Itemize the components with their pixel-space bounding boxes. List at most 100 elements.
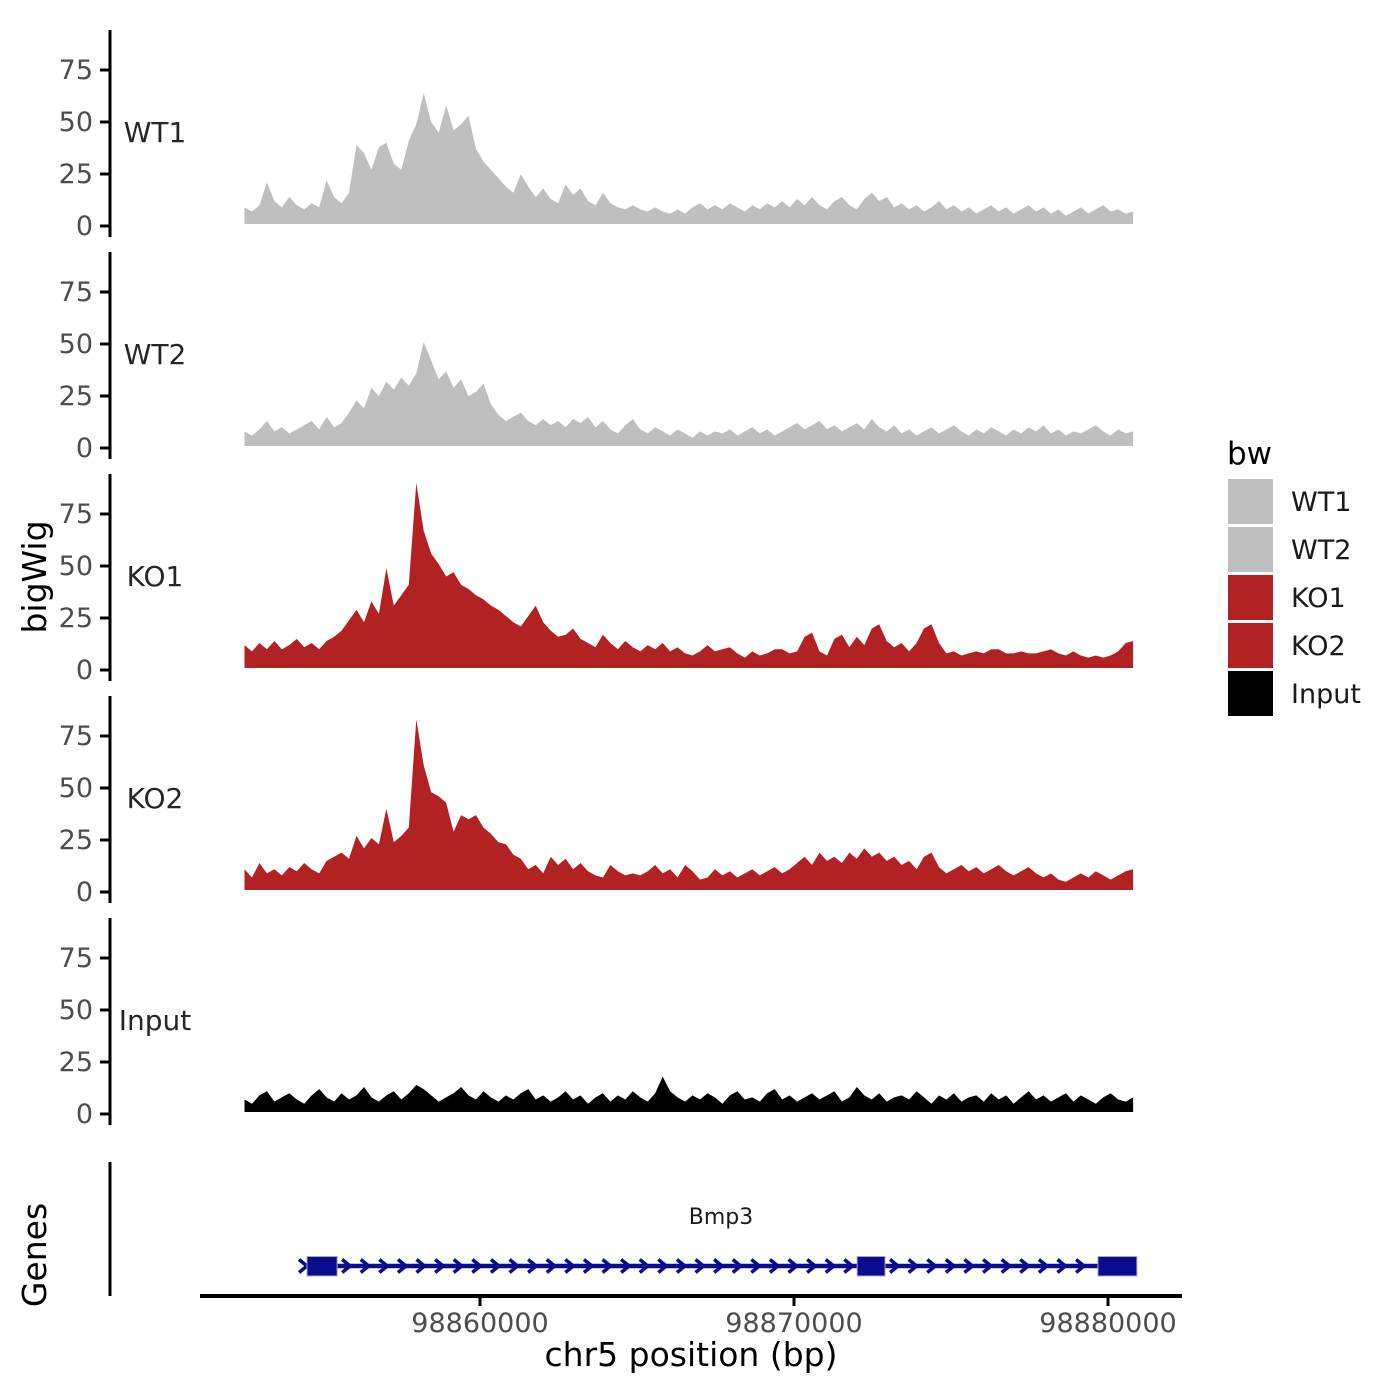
strand-arrow-icon	[545, 1258, 558, 1274]
strand-arrow-icon	[731, 1258, 744, 1274]
y-tick-label: 50	[59, 773, 93, 804]
facet-ko1: 75 50 25 0 KO1	[59, 474, 1134, 686]
y-tick-label: 0	[76, 433, 93, 464]
strand-arrow-icon	[452, 1258, 465, 1274]
y-axis-ticks	[100, 290, 110, 450]
facet-wt2: 75 50 25 0 WT2	[59, 252, 1134, 464]
strand-arrow-icon	[601, 1258, 614, 1274]
strand-arrow-icon	[694, 1258, 707, 1274]
legend-swatch-ko2	[1228, 623, 1273, 668]
strand-arrow-icon	[582, 1258, 595, 1274]
track-label-ko2: KO2	[127, 782, 184, 815]
y-tick-label: 50	[59, 995, 93, 1026]
facet-ko2: 75 50 25 0 KO2	[59, 696, 1134, 908]
strand-arrow-icon	[750, 1258, 763, 1274]
facet-input: 75 50 25 0 Input	[59, 918, 1134, 1130]
y-tick-label: 25	[59, 603, 93, 634]
strand-arrow-icon	[768, 1258, 781, 1274]
y-tick-label: 75	[59, 277, 93, 308]
legend-label-input: Input	[1291, 679, 1361, 710]
strand-arrow-icon	[527, 1258, 539, 1274]
track-label-ko1: KO1	[127, 560, 184, 593]
y-tick-label: 0	[76, 1099, 93, 1130]
y-tick-label: 25	[59, 825, 93, 856]
y-axis-ticks	[100, 734, 110, 894]
x-tick-label: 98870000	[725, 1308, 862, 1339]
gene-exon	[306, 1256, 338, 1277]
legend-title: bw	[1227, 436, 1272, 472]
y-tick-label: 25	[59, 1047, 93, 1078]
track-label-wt2: WT2	[124, 338, 187, 371]
strand-arrow-icon	[888, 1258, 901, 1274]
strand-arrow-icon	[471, 1258, 484, 1274]
strand-arrow-icon	[620, 1258, 632, 1274]
legend: bw WT1 WT2 KO1 KO2 Input	[1227, 436, 1361, 716]
strand-arrow-icon	[396, 1258, 409, 1274]
gene-exon	[1097, 1256, 1138, 1277]
facet-genes: Bmp3	[108, 1162, 1138, 1296]
strand-arrow-icon	[843, 1258, 856, 1274]
y-tick-label: 75	[59, 55, 93, 86]
legend-swatch-ko1	[1228, 575, 1273, 620]
gene-model	[297, 1256, 1138, 1277]
strand-arrow-icon	[1000, 1258, 1013, 1274]
coverage-area-ko1	[244, 482, 1134, 668]
strand-arrow-icon	[508, 1258, 521, 1274]
legend-swatch-wt2	[1228, 527, 1273, 572]
y-tick-label: 25	[59, 381, 93, 412]
legend-label-wt1: WT1	[1291, 487, 1351, 518]
strand-arrow-icon	[675, 1258, 688, 1274]
y-axis-ticks	[100, 956, 110, 1116]
strand-arrow-icon	[415, 1258, 428, 1274]
strand-arrow-icon	[638, 1258, 651, 1274]
legend-swatch-wt1	[1228, 479, 1273, 524]
strand-arrow-icon	[824, 1258, 837, 1274]
strand-arrow-icon	[981, 1258, 994, 1274]
y-tick-label: 50	[59, 551, 93, 582]
strand-arrow-icon	[1056, 1258, 1069, 1274]
coverage-area-ko2	[244, 719, 1134, 890]
strand-arrow-icon	[944, 1258, 957, 1274]
strand-arrow-icon	[1019, 1258, 1032, 1274]
strand-arrow-icon	[657, 1258, 670, 1274]
legend-label-wt2: WT2	[1291, 535, 1351, 566]
x-tick-label: 98880000	[1039, 1308, 1176, 1339]
strand-arrow-icon	[926, 1258, 939, 1274]
y-tick-label: 25	[59, 159, 93, 190]
strand-arrow-icon	[1074, 1258, 1087, 1274]
strand-arrow-icon	[1037, 1258, 1050, 1274]
y-tick-label: 75	[59, 721, 93, 752]
strand-arrow-icon	[907, 1258, 920, 1274]
y-tick-label: 75	[59, 499, 93, 530]
strand-arrow-icon	[489, 1258, 502, 1274]
legend-label-ko1: KO1	[1291, 583, 1346, 614]
strand-arrow-icon	[341, 1258, 353, 1274]
strand-arrow-icon	[963, 1258, 976, 1274]
strand-arrow-icon	[806, 1258, 818, 1274]
strand-arrow-icon	[434, 1258, 446, 1274]
coverage-area-wt2	[244, 342, 1134, 446]
coverage-area-wt1	[244, 93, 1134, 224]
strand-arrow-icon	[297, 1258, 310, 1274]
strand-arrow-icon	[787, 1258, 800, 1274]
y-axis-title-genes: Genes	[15, 1203, 54, 1307]
y-tick-label: 0	[76, 655, 93, 686]
legend-swatch-input	[1228, 671, 1273, 716]
track-label-wt1: WT1	[124, 116, 187, 149]
gene-exon	[856, 1256, 886, 1277]
y-axis-title-bigwig: bigWig	[15, 520, 54, 633]
legend-label-ko2: KO2	[1291, 631, 1346, 662]
x-tick-label: 98860000	[411, 1308, 548, 1339]
y-tick-label: 50	[59, 329, 93, 360]
y-tick-label: 50	[59, 107, 93, 138]
gene-label: Bmp3	[689, 1205, 754, 1230]
y-axis-ticks	[100, 512, 110, 672]
x-axis-title: chr5 position (bp)	[545, 1335, 838, 1374]
strand-arrow-icon	[713, 1258, 725, 1274]
y-tick-label: 0	[76, 877, 93, 908]
strand-arrow-icon	[359, 1258, 372, 1274]
strand-arrow-icon	[564, 1258, 577, 1274]
y-tick-label: 75	[59, 943, 93, 974]
x-axis: 98860000 98870000 98880000 chr5 position…	[200, 1294, 1182, 1374]
